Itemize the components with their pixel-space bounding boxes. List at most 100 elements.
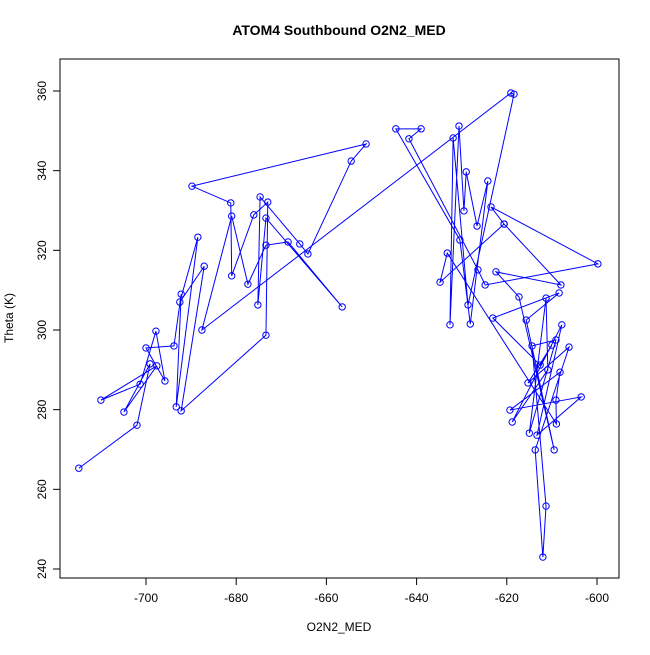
- point: [510, 90, 518, 98]
- point: [262, 241, 270, 249]
- point: [256, 193, 264, 201]
- point: [525, 429, 534, 437]
- point: [464, 301, 472, 309]
- point: [200, 262, 208, 270]
- point: [550, 446, 558, 454]
- point: [555, 289, 563, 297]
- point: [153, 362, 161, 370]
- point: [558, 321, 566, 329]
- point: [254, 301, 262, 309]
- point: [542, 294, 550, 302]
- point: [552, 336, 560, 344]
- point: [539, 553, 547, 561]
- point: [456, 236, 464, 244]
- point: [449, 134, 457, 142]
- point: [515, 293, 523, 301]
- point: [227, 272, 236, 280]
- point: [170, 342, 178, 350]
- point: [188, 182, 196, 190]
- x-tick-label: -680: [224, 591, 248, 605]
- point: [489, 314, 497, 322]
- plot-box: [59, 58, 620, 579]
- y-tick-label: 340: [35, 160, 49, 180]
- point: [508, 418, 516, 426]
- x-tick-label: -620: [495, 591, 519, 605]
- point: [347, 157, 355, 165]
- point: [507, 89, 515, 97]
- x-tick-label: -660: [314, 591, 338, 605]
- point: [284, 238, 292, 246]
- point: [227, 199, 235, 207]
- x-tick-label: -640: [405, 591, 429, 605]
- point: [446, 321, 454, 329]
- x-tick-label: -600: [585, 591, 609, 605]
- point: [262, 214, 270, 222]
- point: [436, 278, 444, 286]
- point: [417, 125, 425, 133]
- point: [500, 220, 508, 228]
- point: [264, 198, 272, 206]
- point: [462, 168, 470, 176]
- y-tick-label: 320: [35, 240, 49, 260]
- point: [531, 446, 539, 454]
- point: [244, 280, 252, 288]
- x-tick-label: -700: [134, 591, 158, 605]
- point: [161, 377, 169, 385]
- point: [133, 421, 141, 429]
- point: [544, 366, 552, 374]
- point: [142, 344, 150, 352]
- y-axis-label: Theta (K): [2, 293, 16, 343]
- point: [296, 240, 304, 248]
- point: [481, 281, 489, 289]
- x-axis-label: O2N2_MED: [307, 620, 372, 634]
- point: [533, 431, 541, 439]
- point: [548, 341, 556, 349]
- point: [528, 342, 536, 350]
- point: [198, 326, 206, 334]
- y-tick-label: 260: [35, 479, 49, 499]
- point: [177, 290, 185, 298]
- point: [136, 380, 144, 388]
- y-tick-label: 240: [35, 559, 49, 579]
- point: [338, 303, 346, 311]
- point: [536, 361, 544, 369]
- point: [524, 379, 532, 387]
- point: [443, 249, 451, 257]
- point: [487, 203, 495, 211]
- point: [172, 403, 180, 411]
- point: [484, 177, 492, 185]
- point: [146, 360, 154, 368]
- point: [556, 368, 564, 376]
- point: [176, 298, 184, 306]
- point: [227, 212, 236, 220]
- point: [177, 407, 185, 415]
- point: [250, 211, 258, 219]
- point: [455, 122, 463, 130]
- point: [466, 320, 474, 328]
- point: [460, 207, 468, 215]
- point: [262, 331, 270, 339]
- point: [542, 502, 550, 510]
- point: [152, 327, 160, 335]
- point: [552, 396, 560, 404]
- point: [304, 250, 312, 258]
- point: [120, 408, 128, 416]
- point: [557, 281, 565, 289]
- point: [473, 222, 481, 230]
- point: [492, 268, 500, 276]
- point: [405, 135, 413, 143]
- point: [506, 406, 514, 414]
- y-tick-label: 280: [35, 399, 49, 419]
- point: [194, 233, 202, 241]
- point: [75, 464, 83, 472]
- y-tick-label: 360: [35, 81, 49, 101]
- point: [362, 140, 370, 148]
- point: [392, 125, 400, 133]
- point: [577, 393, 585, 401]
- point: [474, 266, 482, 274]
- point: [594, 260, 602, 268]
- point: [522, 316, 530, 324]
- chart-title: ATOM4 Southbound O2N2_MED: [232, 22, 445, 38]
